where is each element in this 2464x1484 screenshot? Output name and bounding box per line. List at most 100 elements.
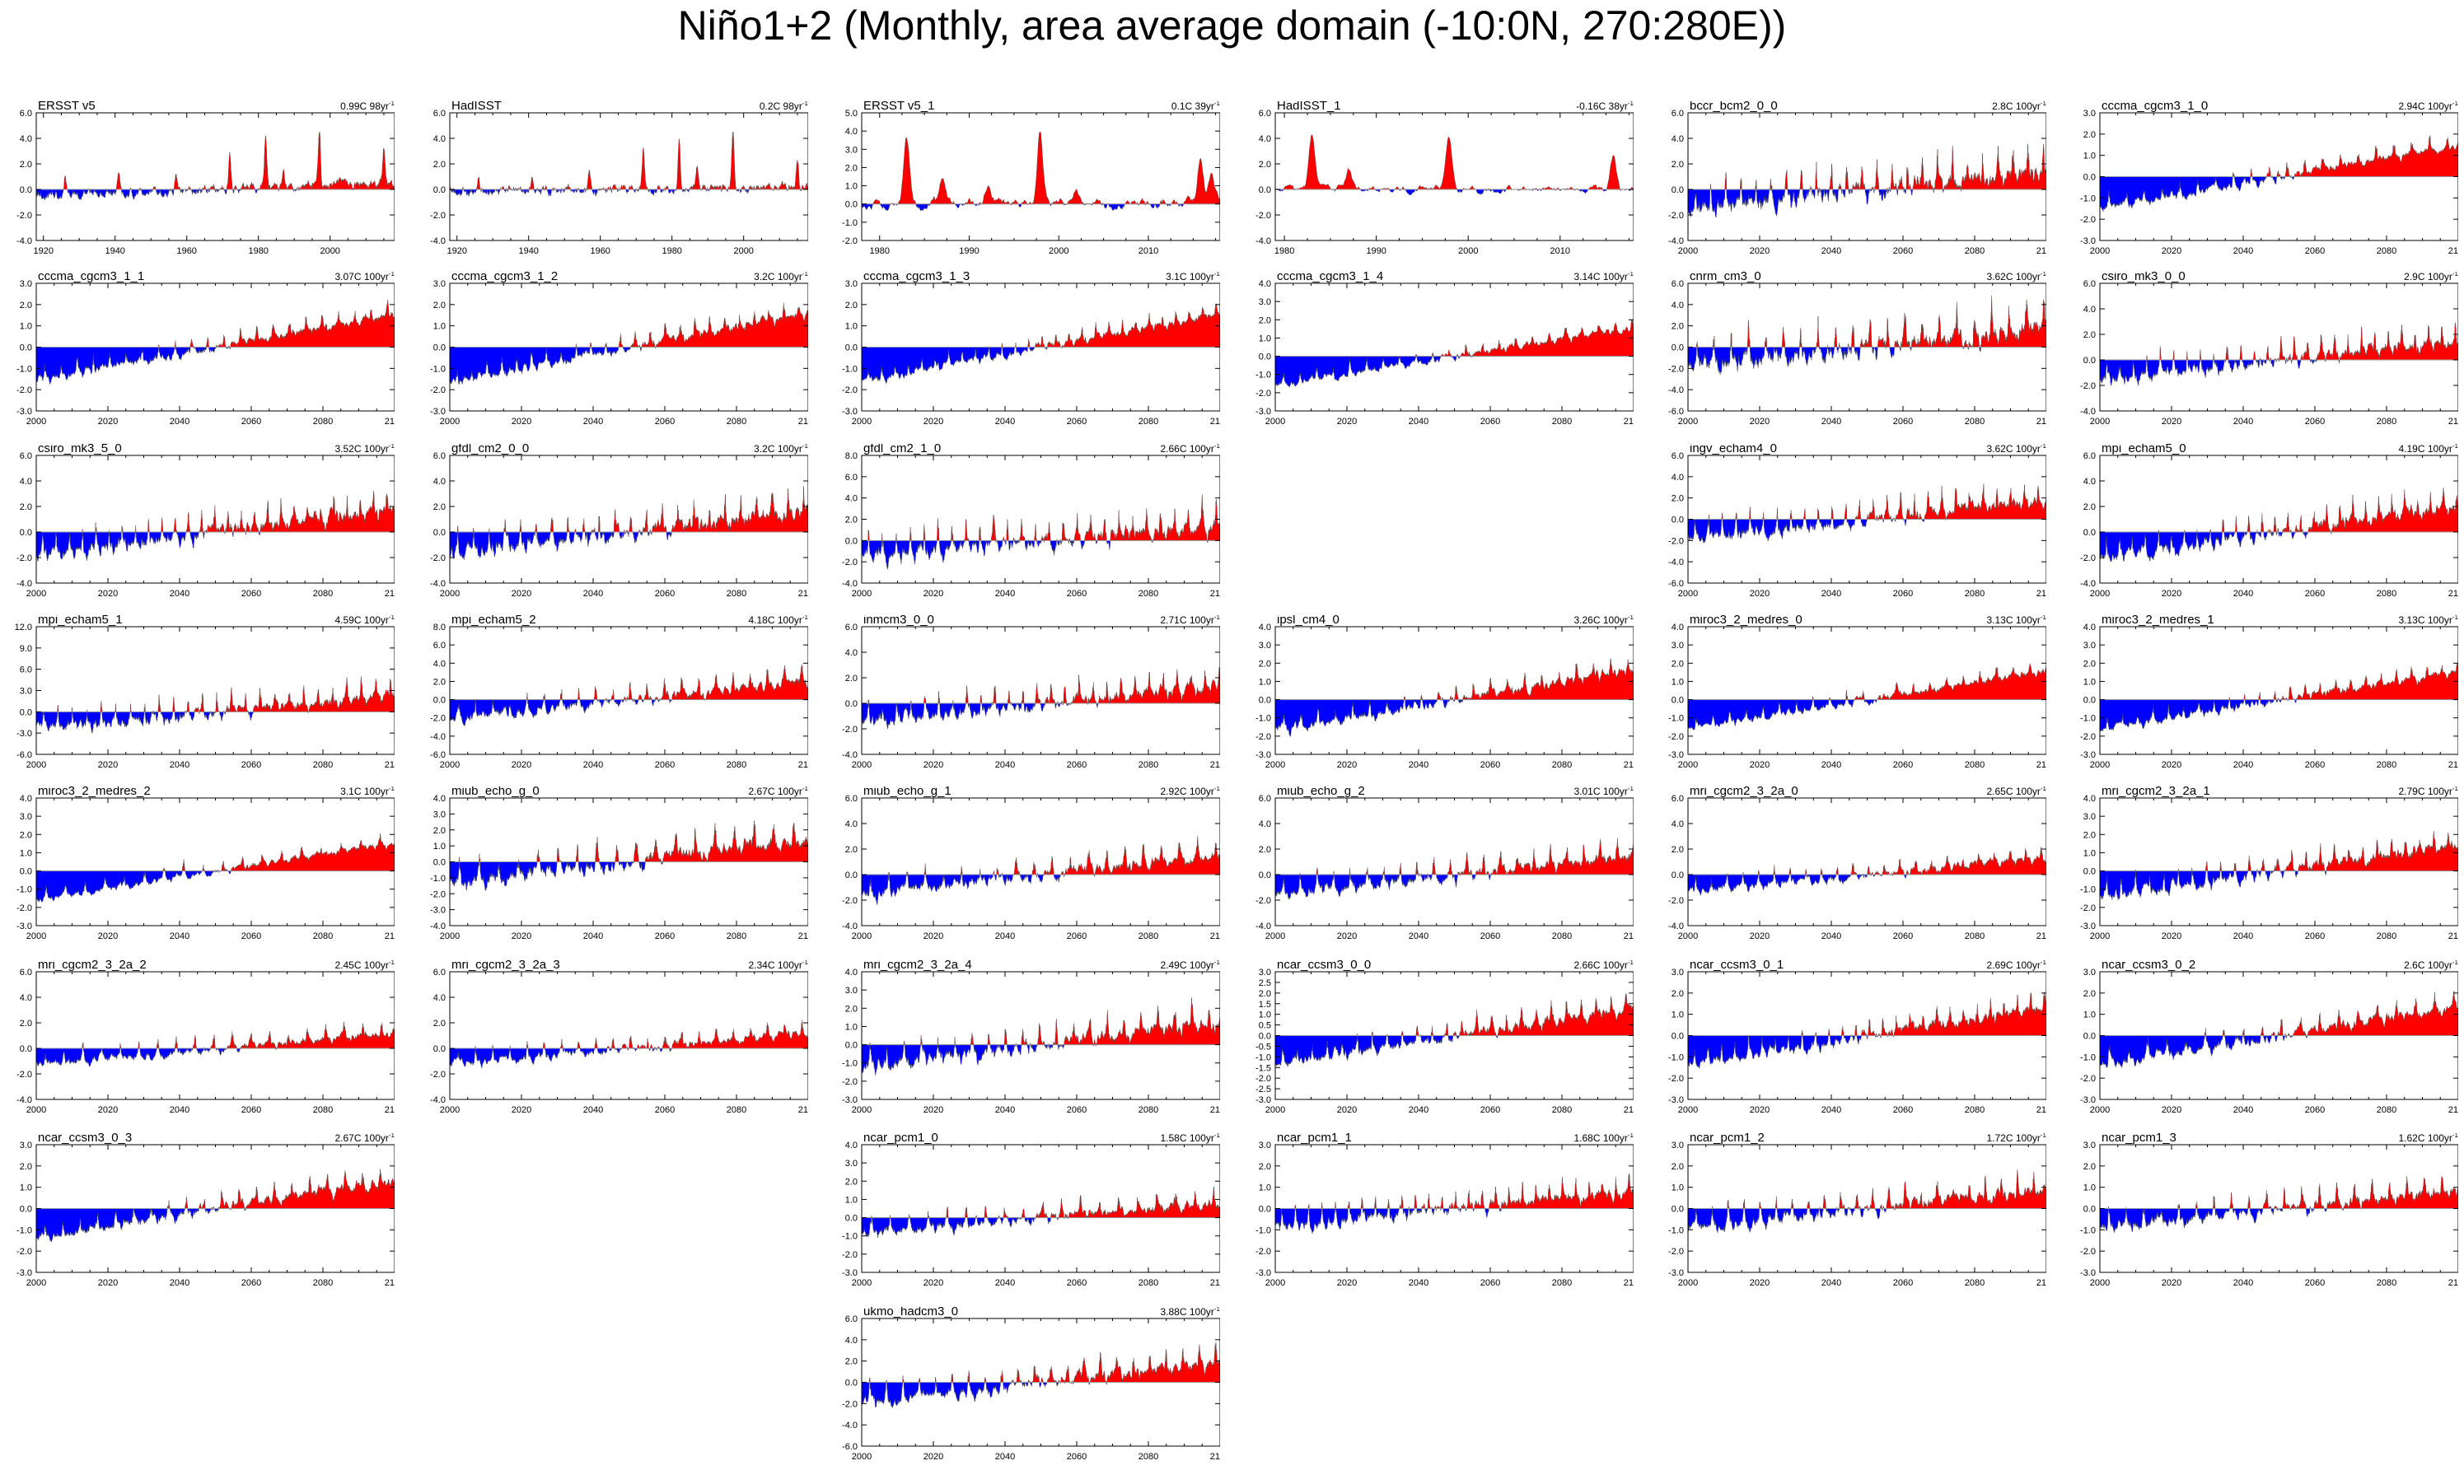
series-line (2099, 991, 2458, 1068)
panel-title: mri_cgcm2_3_2a_3 (451, 960, 560, 972)
chart-panel: ERSST v5_1 0.1C 39yr-1 1980 1990 2000 2010 -2.… (842, 101, 1220, 256)
y-tick-label: -2.0 (1668, 211, 1684, 221)
series-line (35, 491, 395, 562)
x-tick-label: 2020 (923, 1105, 943, 1115)
y-tick-label: 4.0 (20, 134, 32, 144)
x-tick-label: 2080 (1965, 589, 1985, 599)
x-tick-label: 2000 (1678, 246, 1698, 256)
chart-panel: HadISST_1 -0.16C 38yr-1 1980 1990 2000 2010 -4… (1255, 101, 1634, 256)
y-tick-label: 2.0 (1671, 160, 1684, 170)
x-tick-label: 2040 (1821, 417, 1841, 427)
positive-anomaly-area (862, 303, 1220, 348)
panel-trend: 3.14C 100yr-1 (1574, 272, 1634, 282)
y-tick-label: -3.0 (2080, 236, 2096, 246)
negative-anomaly-area (35, 346, 395, 385)
positive-anomaly-area (36, 299, 395, 348)
y-tick-label: 0.0 (845, 1379, 858, 1388)
y-tick-label: -3.0 (2080, 750, 2096, 760)
y-tick-label: 2.0 (2083, 659, 2096, 669)
y-tick-label: -1.0 (1255, 1225, 1271, 1235)
x-tick-label: 2020 (2162, 1278, 2181, 1288)
series-line (1274, 658, 1634, 737)
x-tick-label: 2000 (852, 760, 872, 770)
x-tick-label: 2080 (1138, 1452, 1158, 1462)
x-tick-label: 2040 (583, 1105, 603, 1115)
panel-title: ncar_ccsm3_0_3 (38, 1133, 132, 1145)
y-tick-label: -2.0 (2080, 732, 2096, 742)
series-line (861, 303, 1220, 385)
x-tick-label: 2080 (1552, 1105, 1572, 1115)
y-tick-label: -2.0 (430, 889, 446, 899)
panel-title: ncar_pcm1_2 (1690, 1133, 1765, 1145)
x-tick-label: 2040 (1409, 417, 1428, 427)
x-tick-label: 2020 (1337, 1278, 1357, 1288)
x-tick-label: 2000 (2090, 589, 2110, 599)
negative-anomaly-area (1687, 874, 2046, 896)
y-tick-label: -6.0 (430, 750, 446, 760)
x-tick-label: 2020 (98, 417, 118, 427)
y-tick-label: 3.0 (20, 812, 32, 822)
x-tick-label: 2020 (923, 931, 943, 941)
x-tick-label: 2000 (1678, 1105, 1698, 1115)
positive-anomaly-area (36, 1021, 395, 1049)
y-tick-label: -1.0 (2080, 194, 2096, 203)
y-tick-label: 1.5 (1259, 1000, 1271, 1010)
y-tick-label: 3.0 (845, 1159, 858, 1169)
positive-anomaly-area (862, 1342, 1220, 1384)
y-tick-label: 2.0 (20, 301, 32, 310)
panel-trend: 2.34C 100yr-1 (749, 960, 809, 971)
y-tick-label: 2.0 (1671, 659, 1684, 669)
y-tick-label: 2.0 (845, 1357, 858, 1367)
y-tick-label: 2.0 (845, 1004, 858, 1014)
y-tick-label: -4.0 (1668, 558, 1684, 567)
y-tick-label: 1.0 (1671, 1183, 1684, 1193)
panel-title: mpi_echam5_0 (2102, 444, 2186, 455)
y-tick-label: -1.0 (2080, 714, 2096, 724)
x-tick-label: 2040 (995, 931, 1015, 941)
y-tick-label: -1.0 (16, 364, 32, 374)
x-tick-label: 2000 (852, 1105, 872, 1115)
x-tick-label: 2020 (1750, 589, 1770, 599)
y-tick-label: -1.0 (842, 364, 858, 374)
series-line (1274, 993, 1634, 1067)
panel-title: ncar_pcm1_1 (1277, 1133, 1352, 1145)
chart-panel: miroc3_2_medres_0 3.13C 100yr-1 2000 2020 20… (1668, 615, 2046, 770)
y-tick-label: 1.0 (20, 1183, 32, 1193)
x-tick-label: 2000 (1049, 246, 1068, 256)
y-tick-label: -2.0 (2080, 1074, 2096, 1084)
y-tick-label: 0.0 (1671, 185, 1684, 195)
x-tick-label: 2020 (98, 760, 118, 770)
x-tick-label: 2000 (852, 589, 872, 599)
panel-trend: 2.71C 100yr-1 (1161, 615, 1221, 626)
y-tick-label: 4.0 (1671, 473, 1684, 483)
panel-trend: 1.72C 100yr-1 (1987, 1133, 2047, 1144)
x-tick-label: 1980 (248, 246, 268, 256)
x-tick-label: 2060 (241, 1278, 261, 1288)
panel-trend: 2.79C 100yr-1 (2399, 786, 2459, 797)
y-tick-label: 4.0 (845, 494, 858, 504)
y-tick-label: 2.0 (1671, 494, 1684, 504)
x-tick-label: 2060 (241, 589, 261, 599)
x-tick-label: 2040 (583, 931, 603, 941)
y-tick-label: 0.0 (2083, 1205, 2096, 1215)
y-tick-label: -3.0 (1668, 1095, 1684, 1105)
panel-trend: 3.2C 100yr-1 (754, 272, 808, 282)
x-tick-label: 2060 (1893, 760, 1913, 770)
y-tick-label: -2.0 (1668, 896, 1684, 906)
panel-trend: 2.67C 100yr-1 (749, 786, 809, 797)
y-tick-label: 1.0 (2083, 152, 2096, 161)
y-tick-label: -1.0 (1255, 1052, 1271, 1062)
y-tick-label: 2.0 (1671, 322, 1684, 332)
x-tick-label: 2000 (26, 1278, 46, 1288)
x-tick-label: 2000 (320, 246, 339, 256)
x-tick-label: 2040 (2233, 760, 2253, 770)
x-tick-label: 2040 (995, 417, 1015, 427)
panel-trend: 1.68C 100yr-1 (1574, 1133, 1634, 1144)
y-tick-label: -6.0 (842, 1442, 858, 1452)
y-tick-label: 3.0 (20, 1141, 32, 1150)
negative-anomaly-area (449, 1048, 808, 1069)
negative-anomaly-area (449, 861, 808, 891)
panel-trend: 3.26C 100yr-1 (1574, 615, 1634, 626)
y-tick-label: 4.0 (433, 134, 446, 144)
y-tick-label: 1.0 (2083, 848, 2096, 858)
